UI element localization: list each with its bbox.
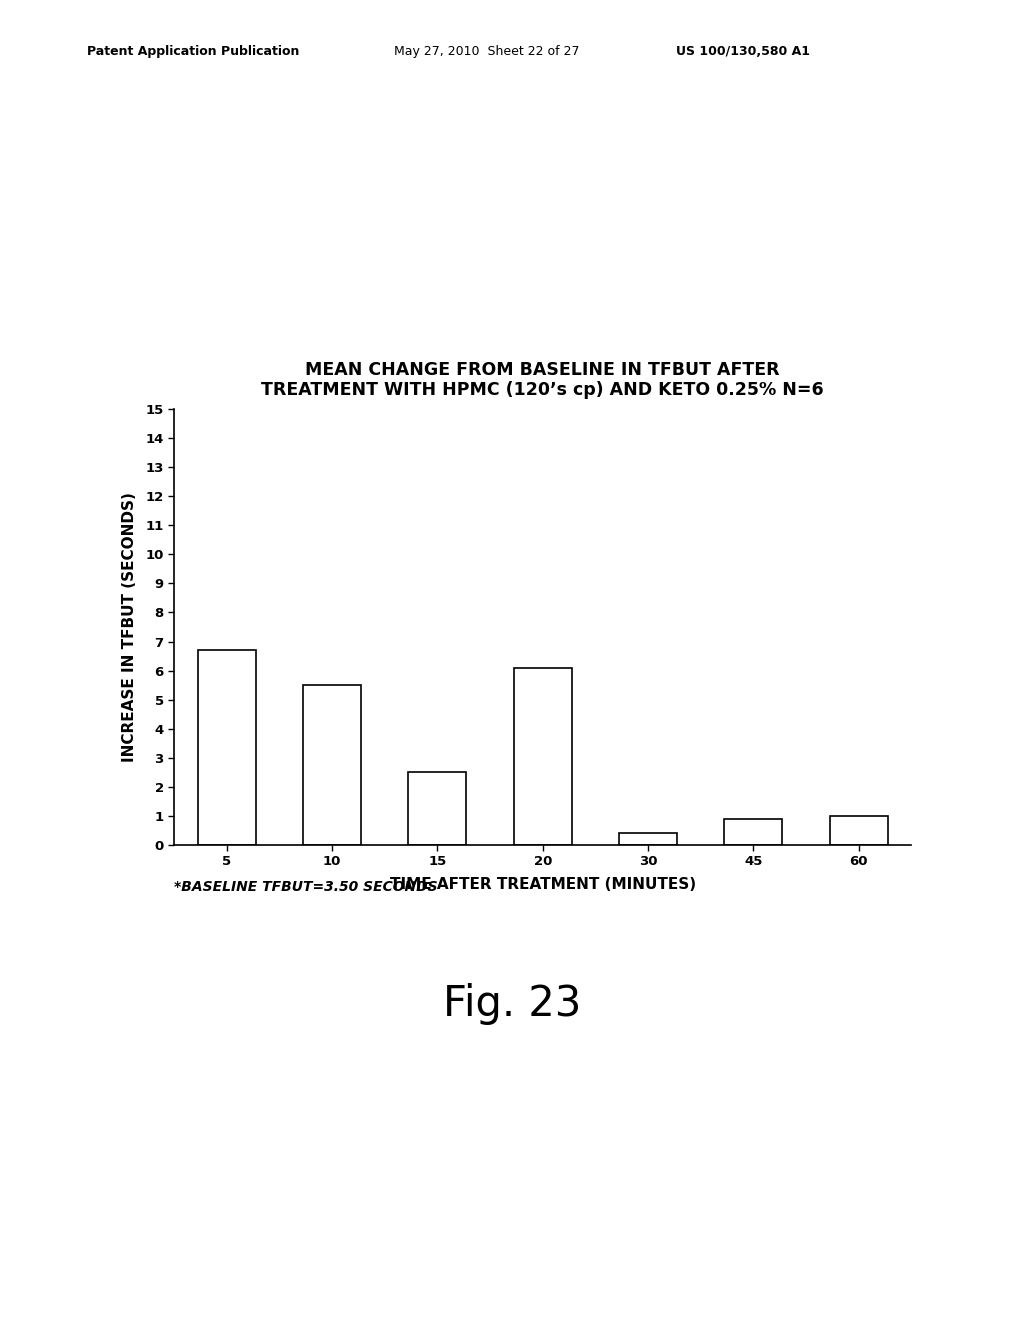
Bar [409,772,466,845]
Text: *BASELINE TFBUT=3.50 SECONDS: *BASELINE TFBUT=3.50 SECONDS [174,880,437,894]
Bar [724,818,782,845]
Bar [303,685,361,845]
Text: Patent Application Publication: Patent Application Publication [87,45,299,58]
Title: MEAN CHANGE FROM BASELINE IN TFBUT AFTER
TREATMENT WITH HPMC (120’s cp) AND KETO: MEAN CHANGE FROM BASELINE IN TFBUT AFTER… [261,360,824,400]
Bar [514,668,571,845]
Text: May 27, 2010  Sheet 22 of 27: May 27, 2010 Sheet 22 of 27 [394,45,580,58]
Y-axis label: INCREASE IN TFBUT (SECONDS): INCREASE IN TFBUT (SECONDS) [122,492,137,762]
Bar [620,833,677,845]
Bar [829,816,888,845]
Text: US 100/130,580 A1: US 100/130,580 A1 [676,45,810,58]
X-axis label: TIME AFTER TREATMENT (MINUTES): TIME AFTER TREATMENT (MINUTES) [390,876,695,891]
Bar [198,651,256,845]
Text: Fig. 23: Fig. 23 [442,983,582,1026]
